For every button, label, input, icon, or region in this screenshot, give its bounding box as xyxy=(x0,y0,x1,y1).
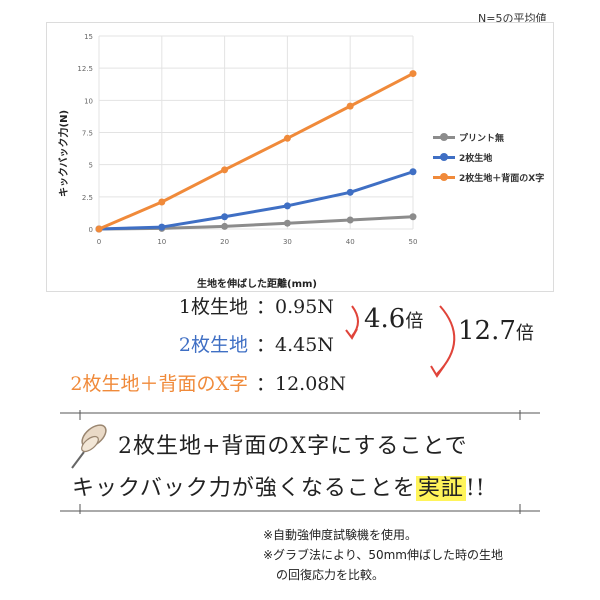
banner-frame xyxy=(60,410,540,514)
x-axis-label: 生地を伸ばした距離(mm) xyxy=(197,279,317,290)
legend-swatch-orange xyxy=(433,172,455,181)
data-point xyxy=(158,223,166,231)
data-point xyxy=(283,219,291,227)
legend-item: プリント無 xyxy=(433,127,544,147)
series-line-2 xyxy=(98,72,414,231)
summary-value: ：12.08N xyxy=(256,373,347,395)
y-tick-label: 10 xyxy=(84,97,93,105)
data-point xyxy=(221,166,229,174)
y-tick-label: 0 xyxy=(89,226,93,234)
pushpin-icon xyxy=(71,424,107,469)
summary-label: 2枚生地＋背面のX字 xyxy=(70,373,248,395)
legend-label: 2枚生地＋背面のX字 xyxy=(459,173,545,184)
ratio-small-number: 4.6 xyxy=(364,304,406,334)
banner-line-2-tail: !! xyxy=(465,476,486,501)
y-tick-label: 5 xyxy=(89,162,93,170)
y-tick-label: 12.5 xyxy=(77,65,93,73)
data-point xyxy=(409,168,417,176)
legend-swatch-gray xyxy=(433,132,455,141)
data-point xyxy=(346,188,354,196)
banner-line-2-main: キックバック力が強くなることを xyxy=(72,476,416,501)
legend-item: 2枚生地＋背面のX字 xyxy=(433,167,544,187)
sample-size-note: N=5の平均値 xyxy=(478,12,547,25)
banner-highlight: 実証 xyxy=(415,476,466,501)
banner-line-2: キックバック力が強くなることを実証!! xyxy=(72,470,486,502)
large-arrow-icon xyxy=(436,305,456,375)
x-tick-label: 20 xyxy=(220,238,229,246)
x-tick-label: 30 xyxy=(283,238,292,246)
ratio-large-number: 12.7 xyxy=(458,316,516,346)
footnote-2: ※グラブ法により、50mm伸ばした時の生地 xyxy=(263,548,503,562)
ratio-large-unit: 倍 xyxy=(515,323,534,344)
chart-legend: プリント無 2枚生地 2枚生地＋背面のX字 xyxy=(433,127,544,187)
ratio-large: 12.7倍 xyxy=(458,316,534,346)
conclusion-banner: 2枚生地+背面のX字にすることで キックバック力が強くなることを実証!! xyxy=(60,410,540,514)
data-point xyxy=(409,213,417,221)
data-point xyxy=(221,213,229,221)
legend-item: 2枚生地 xyxy=(433,147,544,167)
x-tick-label: 10 xyxy=(157,238,166,246)
x-tick-label: 40 xyxy=(346,238,355,246)
data-point xyxy=(283,134,291,142)
y-axis-label: キックバック力(N) xyxy=(59,109,70,197)
chart: 0 2.5 5 7.5 10 12.5 15 0 10 20 30 40 50 キックバック力(N) 生… xyxy=(46,22,554,292)
summary-value: ：0.95N xyxy=(256,296,334,318)
y-tick-label: 7.5 xyxy=(82,130,93,138)
series-line-1 xyxy=(98,170,414,231)
x-tick-label: 0 xyxy=(97,238,101,246)
large-arrowhead-icon xyxy=(430,365,445,378)
footnote-1: ※自動強伸度試験機を使用。 xyxy=(263,528,418,542)
small-arrowhead-icon xyxy=(345,328,358,340)
ratio-small-unit: 倍 xyxy=(405,311,424,332)
data-point xyxy=(283,202,291,210)
x-tick-label: 50 xyxy=(409,238,418,246)
data-point xyxy=(346,102,354,110)
summary-label: 2枚生地 xyxy=(178,334,248,356)
legend-label: プリント無 xyxy=(459,133,505,144)
legend-swatch-blue xyxy=(433,152,455,161)
y-tick-label: 15 xyxy=(84,33,93,41)
summary-value: ：4.45N xyxy=(256,334,334,356)
small-arrow-icon xyxy=(351,305,359,337)
legend-label: 2枚生地 xyxy=(459,153,493,164)
data-point xyxy=(95,225,103,233)
data-point xyxy=(346,216,354,224)
footnote-3: の回復応力を比較。 xyxy=(276,568,385,582)
data-point xyxy=(409,70,417,78)
banner-line-1: 2枚生地+背面のX字にすることで xyxy=(118,434,468,459)
y-tick-label: 2.5 xyxy=(82,194,93,202)
data-point xyxy=(158,198,166,206)
ratio-small: 4.6倍 xyxy=(364,304,423,334)
summary-label: 1枚生地 xyxy=(178,296,248,318)
data-point xyxy=(221,222,229,230)
chart-plot: 0 2.5 5 7.5 10 12.5 15 0 10 20 30 40 50 xyxy=(77,33,418,246)
